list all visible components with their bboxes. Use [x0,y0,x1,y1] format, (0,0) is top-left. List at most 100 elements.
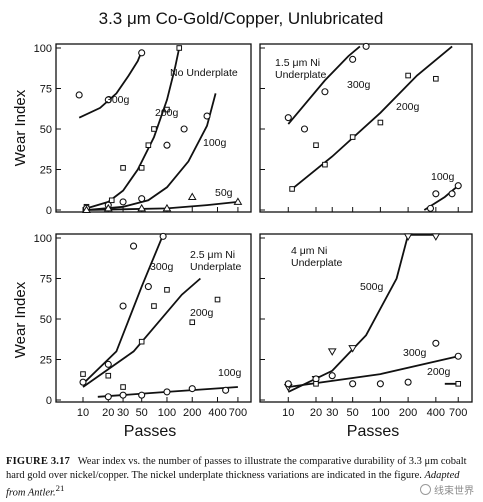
series-label: 200g [155,107,179,119]
data-point [144,283,152,291]
data-point [284,380,292,388]
data-point [151,126,157,132]
series-300g: 300g [79,232,174,386]
data-point [103,203,113,212]
data-point [433,75,439,82]
x-axis-label-left: Passes [124,423,176,440]
fit-curve [82,277,201,388]
panel-title: 2.5 μm Ni Underplate [190,249,242,273]
data-point [120,165,126,171]
data-point [145,142,152,148]
data-point [119,302,127,310]
data-point [163,141,171,149]
series-label: 100g [218,367,242,379]
y-tick-label: 25 [40,355,52,367]
data-point [454,182,462,190]
x-tick-label: 10 [77,407,89,419]
data-point [137,203,147,212]
series-label: 300g [106,94,130,106]
series-label: 300g [347,79,371,91]
fit-curve [287,233,436,393]
data-point [431,233,441,241]
series-300g: 300g [75,49,146,119]
series-50g: 50g [82,187,243,213]
caption-adapted: Adapted from Antler. [6,469,460,499]
y-tick-label: 100 [34,233,52,245]
data-point [82,205,91,213]
panel-frame [55,233,252,403]
data-point [404,378,412,386]
series-100g: 100g [97,367,242,401]
data-point [105,372,112,379]
panel-2: 1.5 μm Ni Underplate 300g 200g 100g [259,42,473,213]
watermark-text: 线束世界 [434,486,474,497]
fit-curve [82,234,164,385]
series-label: 500g [360,281,384,293]
fit-curve [78,50,143,119]
x-tick-label: 30 [117,407,129,419]
x-tick-label: 20 [102,407,114,419]
figure-canvas: 3.3 μm Co-Gold/Copper, Unlubricated Wear… [12,9,473,440]
data-point [362,42,370,50]
fit-curve [86,47,181,210]
data-point [349,55,357,63]
watermark: 线束世界 [417,481,477,498]
data-point [300,125,309,133]
data-point [349,380,357,388]
figure-title: 3.3 μm Co-Gold/Copper, Unlubricated [99,9,384,28]
series-label: 200g [396,101,420,113]
series-label: 200g [190,307,214,319]
series-200g: 200g [83,45,183,210]
series-label: 200g [427,366,451,378]
data-point [322,161,328,168]
panel-frame [259,233,473,403]
data-point [159,232,167,240]
data-point [432,190,440,198]
y-tick-label: 0 [46,205,52,217]
data-point [138,49,146,57]
data-point [138,165,145,171]
data-point [80,371,86,377]
x-tick-label: 50 [136,407,148,419]
figure-caption: FIGURE 3.17 Wear index vs. the number of… [6,455,478,500]
fit-curve [86,93,217,211]
series-200g: 200g [313,366,462,387]
data-point [214,296,221,303]
data-point [328,372,336,380]
data-point [163,388,171,396]
data-point [151,303,157,309]
x-tick-label: 100 [158,407,176,419]
y-axis-label-top: Wear Index [12,89,29,166]
y-tick-label: 50 [40,124,52,136]
data-point [189,319,196,326]
x-axis-label-right: Passes [347,423,399,440]
data-point [79,378,87,386]
x-tick-label: 200 [183,407,201,419]
data-point [164,106,170,113]
x-tick-label: 400 [208,407,226,419]
data-point [203,112,211,120]
data-point [120,384,126,390]
series-300g: 300g [284,42,371,133]
wechat-icon [420,484,431,495]
y-tick-label: 50 [40,314,52,326]
data-point [313,142,319,148]
x-tick-label: 50 [347,407,359,419]
x-tick-label: 10 [282,407,294,419]
data-point [321,88,329,96]
data-point [455,381,462,387]
y-tick-label: 75 [40,274,52,286]
series-100g: 100g [423,171,462,212]
data-point [403,233,413,241]
series-label: 100g [203,137,227,149]
data-point [432,339,440,347]
data-point [130,242,138,250]
y-axis-label-bottom: Wear Index [12,281,29,358]
data-point [313,381,319,387]
caption-label: FIGURE 3.17 [6,456,71,467]
panel-3: 0 25 50 75 100 10 20 30 50 100 200 400 700 2.5 μm Ni U… [34,232,252,419]
x-tick-label: 700 [449,407,467,419]
data-point [104,96,112,104]
panel-4: 10 20 30 50 100 200 400 700 4 μm Ni Underplate 500… [259,233,473,419]
